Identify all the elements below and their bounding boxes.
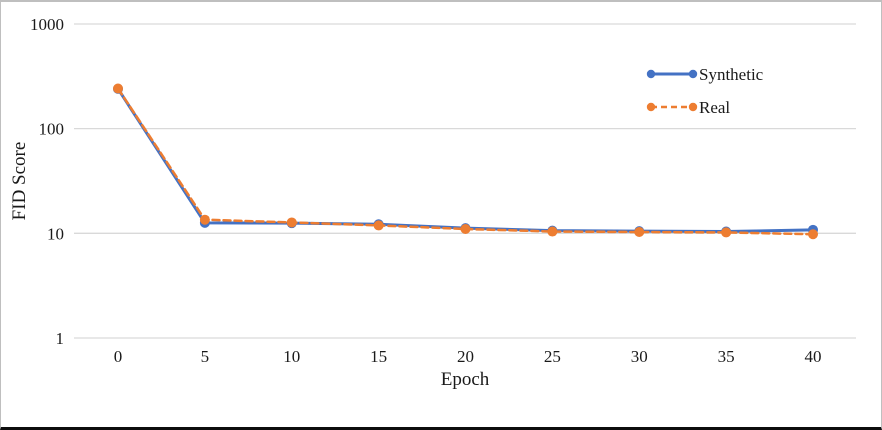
x-tick-label-35: 35 (718, 347, 735, 366)
x-tick-label-30: 30 (631, 347, 648, 366)
data-point-real-epoch-30 (634, 226, 645, 237)
x-tick-label-40: 40 (805, 347, 822, 366)
y-tick-label-100: 100 (39, 120, 65, 139)
x-tick-label-25: 25 (544, 347, 561, 366)
data-point-real-epoch-35 (721, 227, 732, 238)
data-point-real-epoch-0 (113, 83, 123, 94)
x-tick-label-0: 0 (114, 347, 123, 366)
y-tick-label-10: 10 (47, 224, 64, 243)
synthetic-line-marker-icon (646, 69, 698, 79)
x-tick-label-5: 5 (201, 347, 210, 366)
y-tick-label-1: 1 (56, 329, 65, 348)
x-tick-label-15: 15 (370, 347, 387, 366)
data-point-real-epoch-5 (199, 214, 210, 225)
legend-item-real: Real (646, 93, 763, 121)
x-axis-title: Epoch (440, 369, 490, 390)
y-tick-label-1000: 1000 (30, 15, 64, 34)
real-dashed-line-marker-icon (646, 102, 698, 112)
data-point-real-epoch-15 (373, 220, 384, 231)
data-series (113, 83, 818, 240)
x-tick-label-20: 20 (457, 347, 474, 366)
data-point-real-epoch-25 (547, 226, 558, 237)
legend: Synthetic Real (646, 60, 763, 126)
data-point-real-epoch-10 (286, 217, 297, 228)
data-point-real-epoch-20 (460, 223, 471, 234)
y-axis-title: FID Score (9, 141, 30, 221)
legend-item-synthetic: Synthetic (646, 60, 763, 88)
x-axis-ticks: 0 5 10 15 20 25 30 35 40 (114, 347, 822, 366)
data-point-real-epoch-40 (808, 229, 818, 240)
y-axis-ticks: 1 10 100 1000 (30, 15, 64, 348)
x-tick-label-10: 10 (283, 347, 300, 366)
legend-label-real: Real (699, 97, 731, 117)
legend-label-synthetic: Synthetic (699, 64, 764, 84)
